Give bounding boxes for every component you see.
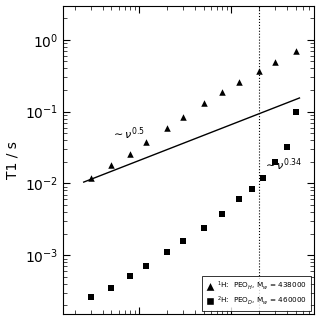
Point <box>293 109 298 114</box>
Legend: $^{1}$H:  PEO$_{H}$, M$_{w}$ = 438000, $^{2}$H:  PEO$_{D}$, M$_{w}$ = 460000: $^{1}$H: PEO$_{H}$, M$_{w}$ = 438000, $^… <box>202 276 311 311</box>
Point <box>250 186 255 191</box>
Point <box>144 263 149 268</box>
Point <box>260 175 265 180</box>
Point <box>236 197 241 202</box>
Point <box>273 60 278 65</box>
Point <box>236 80 241 85</box>
Point <box>164 125 170 130</box>
Text: $\sim\nu^{0.34}$: $\sim\nu^{0.34}$ <box>263 157 302 173</box>
Point <box>201 225 206 230</box>
Point <box>220 211 225 216</box>
Point <box>284 145 289 150</box>
Point <box>164 250 170 255</box>
Point <box>88 295 93 300</box>
Point <box>180 238 186 243</box>
Point <box>109 285 114 291</box>
Point <box>220 90 225 95</box>
Y-axis label: T1 / s: T1 / s <box>5 141 20 179</box>
Point <box>88 175 93 180</box>
Text: $\sim\nu^{0.5}$: $\sim\nu^{0.5}$ <box>111 125 146 141</box>
Point <box>273 159 278 164</box>
Point <box>256 68 261 73</box>
Point <box>128 273 133 278</box>
Point <box>109 163 114 168</box>
Point <box>128 151 133 156</box>
Point <box>180 114 186 119</box>
Point <box>201 101 206 106</box>
Point <box>293 48 298 53</box>
Point <box>144 139 149 144</box>
